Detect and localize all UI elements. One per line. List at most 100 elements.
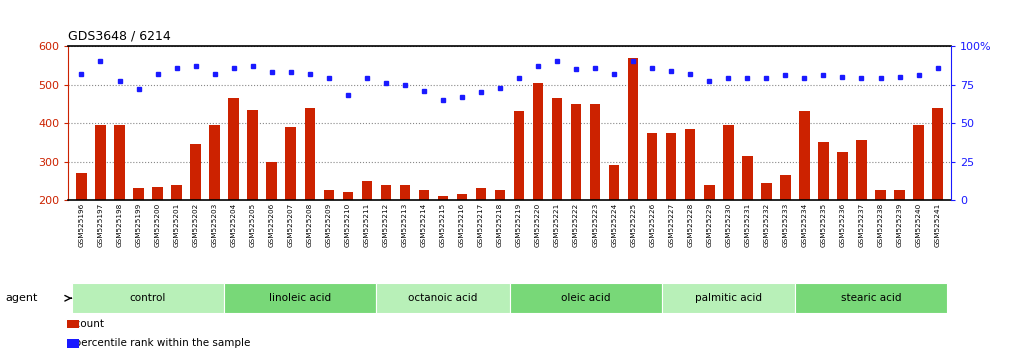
Bar [266, 161, 277, 200]
Bar [742, 156, 753, 200]
Text: GSM525200: GSM525200 [155, 202, 161, 247]
Text: GSM525232: GSM525232 [764, 202, 769, 247]
Text: GSM525228: GSM525228 [687, 202, 694, 247]
Bar [323, 190, 334, 200]
Text: GSM525196: GSM525196 [78, 202, 84, 247]
Bar [894, 190, 905, 200]
Bar [495, 190, 505, 200]
Text: GSM525214: GSM525214 [421, 202, 427, 247]
Text: palmitic acid: palmitic acid [695, 293, 762, 303]
Bar [133, 188, 143, 200]
Bar [210, 125, 220, 200]
Text: GSM525218: GSM525218 [497, 202, 503, 247]
Bar [476, 188, 486, 200]
Bar [571, 104, 582, 200]
Text: GSM525219: GSM525219 [516, 202, 522, 247]
Text: GSM525237: GSM525237 [858, 202, 864, 247]
Text: GSM525238: GSM525238 [878, 202, 884, 247]
Bar [96, 125, 106, 200]
Bar [627, 58, 639, 200]
Bar [419, 190, 429, 200]
Text: GSM525225: GSM525225 [631, 202, 637, 247]
Text: GSM525204: GSM525204 [231, 202, 237, 247]
Text: percentile rank within the sample: percentile rank within the sample [68, 338, 250, 348]
Text: GSM525199: GSM525199 [135, 202, 141, 247]
Bar [304, 108, 315, 200]
Bar [514, 112, 524, 200]
Bar [171, 185, 182, 200]
Text: count: count [68, 319, 104, 329]
Bar [380, 185, 392, 200]
Text: GSM525234: GSM525234 [801, 202, 807, 247]
Text: GSM525213: GSM525213 [402, 202, 408, 247]
Text: stearic acid: stearic acid [841, 293, 901, 303]
Text: GSM525233: GSM525233 [782, 202, 788, 247]
Bar [723, 125, 733, 200]
Text: GSM525235: GSM525235 [821, 202, 827, 247]
Text: GSM525229: GSM525229 [706, 202, 712, 247]
Bar [704, 185, 715, 200]
Bar [590, 104, 600, 200]
Text: GSM525197: GSM525197 [98, 202, 104, 247]
Text: GSM525216: GSM525216 [459, 202, 465, 247]
Text: GSM525230: GSM525230 [725, 202, 731, 247]
Bar [457, 194, 467, 200]
Text: GSM525206: GSM525206 [268, 202, 275, 247]
Text: GSM525205: GSM525205 [250, 202, 255, 247]
Bar [72, 283, 224, 313]
Bar [76, 173, 86, 200]
Text: GSM525240: GSM525240 [915, 202, 921, 247]
Text: GSM525220: GSM525220 [535, 202, 541, 247]
Text: GSM525215: GSM525215 [440, 202, 445, 247]
Bar [114, 125, 125, 200]
Text: GSM525209: GSM525209 [325, 202, 332, 247]
Bar [400, 185, 410, 200]
Text: GDS3648 / 6214: GDS3648 / 6214 [68, 29, 171, 42]
Text: oleic acid: oleic acid [560, 293, 610, 303]
Text: GSM525202: GSM525202 [192, 202, 198, 247]
Bar [362, 181, 372, 200]
Bar [229, 98, 239, 200]
Text: GSM525221: GSM525221 [554, 202, 560, 247]
Bar [780, 175, 790, 200]
Text: GSM525231: GSM525231 [744, 202, 751, 247]
Bar [933, 108, 943, 200]
Bar [609, 165, 619, 200]
Text: GSM525239: GSM525239 [897, 202, 902, 247]
Bar [224, 283, 376, 313]
Bar [761, 183, 772, 200]
Bar [552, 98, 562, 200]
Text: GSM525226: GSM525226 [649, 202, 655, 247]
Text: GSM525201: GSM525201 [174, 202, 180, 247]
Bar [647, 133, 657, 200]
Bar [819, 142, 829, 200]
Text: GSM525222: GSM525222 [574, 202, 579, 247]
Bar [286, 127, 296, 200]
Text: agent: agent [5, 293, 38, 303]
Bar [913, 125, 923, 200]
Bar [662, 283, 795, 313]
Bar [856, 140, 866, 200]
Text: GSM525212: GSM525212 [382, 202, 388, 247]
Text: GSM525210: GSM525210 [345, 202, 351, 247]
Text: linoleic acid: linoleic acid [270, 293, 332, 303]
Bar [247, 109, 258, 200]
Bar [190, 144, 200, 200]
Text: GSM525241: GSM525241 [935, 202, 941, 247]
Text: GSM525224: GSM525224 [611, 202, 617, 247]
Text: GSM525217: GSM525217 [478, 202, 484, 247]
Text: GSM525208: GSM525208 [307, 202, 313, 247]
Bar [533, 82, 543, 200]
Bar [837, 152, 848, 200]
Bar [153, 187, 163, 200]
Bar [666, 133, 676, 200]
Bar [510, 283, 662, 313]
Text: GSM525203: GSM525203 [212, 202, 218, 247]
Bar [799, 112, 810, 200]
Text: GSM525207: GSM525207 [288, 202, 294, 247]
Bar [376, 283, 510, 313]
Text: GSM525198: GSM525198 [117, 202, 122, 247]
Text: GSM525236: GSM525236 [839, 202, 845, 247]
Text: GSM525211: GSM525211 [364, 202, 370, 247]
Bar [876, 190, 886, 200]
